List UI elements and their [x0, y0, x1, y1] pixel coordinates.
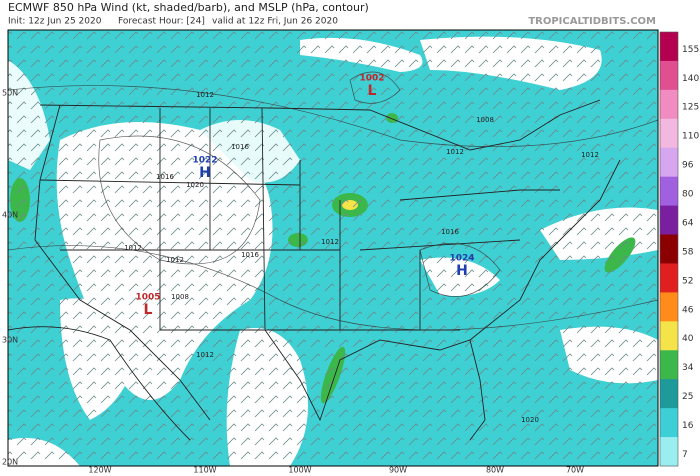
isobar-label: 1012	[581, 151, 599, 159]
lon-label: 80W	[486, 466, 504, 475]
colorbar-swatch	[660, 147, 678, 178]
lon-label: 120W	[88, 466, 111, 475]
forecast-hour: Forecast Hour: [24]	[118, 17, 205, 27]
pressure-symbol: H	[199, 165, 211, 181]
colorbar-swatch	[660, 437, 678, 467]
colorbar-swatch	[660, 89, 678, 120]
colorbar-swatch	[660, 176, 678, 207]
map-frame	[7, 29, 659, 467]
lon-label: 110W	[193, 466, 216, 475]
lon-label: 100W	[288, 466, 311, 475]
lat-label: 50N	[2, 89, 18, 98]
colorbar-swatch	[660, 263, 678, 293]
colorbar-swatch	[660, 205, 678, 236]
isobar-label: 1016	[241, 251, 259, 259]
isobar-label: 1016	[231, 143, 249, 151]
colorbar-label: 64	[682, 218, 694, 228]
colorbar-label: 16	[682, 421, 694, 431]
map	[8, 30, 658, 466]
colorbar-label: 40	[682, 334, 694, 344]
site-name: TROPICALTIDBITS.COM	[528, 16, 656, 27]
colorbar-swatch	[660, 408, 678, 438]
isobar-label: 1016	[441, 228, 459, 236]
lat-label: 30N	[2, 336, 18, 345]
pressure-value: 1022	[192, 156, 217, 166]
colorbar-frame	[659, 31, 679, 467]
isobar-label: 1008	[171, 293, 189, 301]
colorbar-label: 96	[682, 161, 694, 171]
pressure-symbol: H	[456, 263, 468, 279]
lat-label: 40N	[2, 211, 18, 220]
colorbar-label: 34	[682, 363, 694, 373]
colorbar-label: 110	[682, 132, 699, 142]
isobar-label: 1020	[186, 181, 204, 189]
isobar-label: 1012	[196, 91, 214, 99]
pressure-value: 1002	[359, 74, 384, 84]
lon-label: 70W	[566, 466, 584, 475]
pressure-value: 1024	[449, 254, 474, 264]
isobar-label: 1016	[156, 173, 174, 181]
pressure-symbol: L	[144, 302, 153, 318]
colorbar-label: 80	[682, 190, 694, 200]
colorbar-swatch	[660, 32, 678, 62]
colorbar-swatch	[660, 234, 678, 264]
colorbar-swatch	[660, 60, 678, 91]
isobar-label: 1012	[124, 244, 142, 252]
colorbar-swatch	[660, 292, 678, 322]
isobar-label: 1020	[521, 416, 539, 424]
colorbar-label: 58	[682, 247, 694, 257]
init: Init: 12z Jun 25 2020	[8, 17, 102, 27]
colorbar-swatch	[660, 321, 678, 351]
isobar-label: 1012	[321, 238, 339, 246]
colorbar-label: 125	[682, 103, 699, 113]
colorbar-label: 25	[682, 392, 693, 402]
colorbar-label: 46	[682, 305, 694, 315]
lon-label: 90W	[389, 466, 407, 475]
colorbar-swatch	[660, 350, 678, 380]
colorbar-swatch	[660, 379, 678, 409]
colorbar-label: 52	[682, 276, 693, 286]
colorbar-label: 7	[682, 450, 688, 460]
pressure-value: 1005	[135, 293, 160, 303]
title: ECMWF 850 hPa Wind (kt, shaded/barb), an…	[8, 1, 369, 14]
pressure-symbol: L	[368, 83, 377, 99]
isobar-label: 1012	[196, 351, 214, 359]
isobar-label: 1008	[476, 116, 494, 124]
colorbar-label: 140	[682, 74, 699, 84]
lat-label: 20N	[2, 458, 18, 467]
isobar-label: 1012	[166, 256, 184, 264]
colorbar-swatch	[660, 118, 678, 149]
colorbar-label: 155	[682, 45, 699, 55]
isobar-label: 1012	[446, 148, 464, 156]
valid-time: valid at 12z Fri, Jun 26 2020	[212, 17, 338, 27]
